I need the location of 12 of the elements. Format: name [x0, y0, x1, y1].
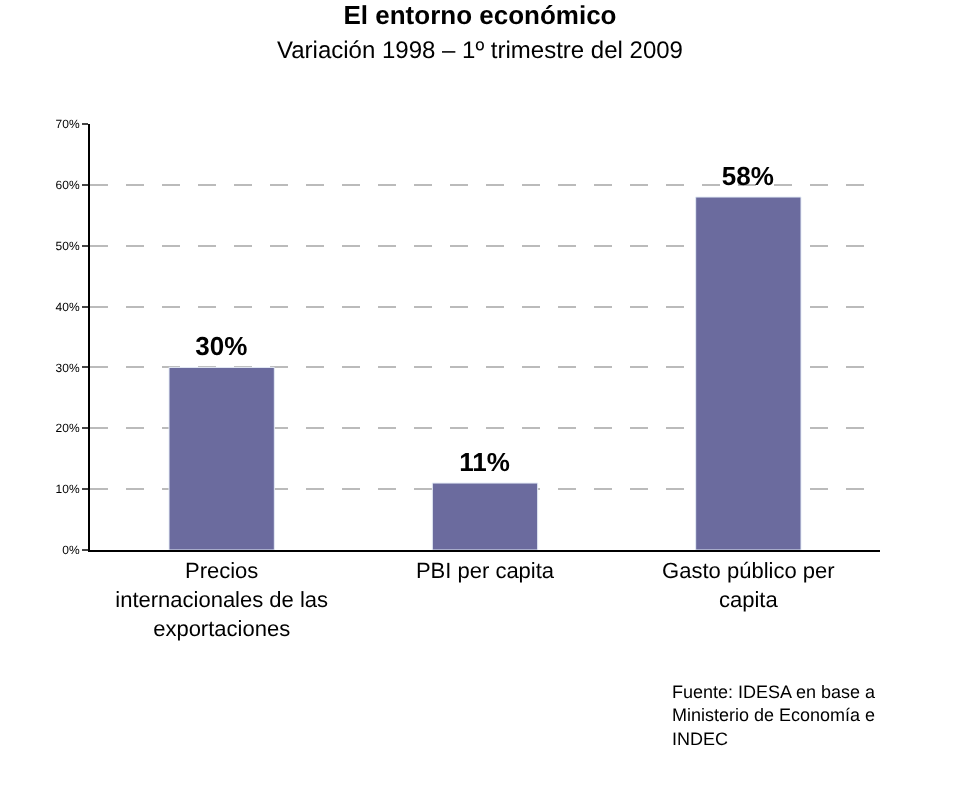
chart-subtitle: Variación 1998 – 1º trimestre del 2009 — [277, 35, 684, 64]
chart-title: El entorno económico — [343, 0, 617, 30]
data-label: 11% — [459, 447, 511, 478]
data-label: 30% — [195, 331, 249, 362]
x-tick-label: PBI per capita — [415, 560, 556, 585]
bar — [695, 196, 802, 550]
bar — [431, 482, 539, 550]
source-note: Fuente: IDESA en base a Ministerio de Economía e INDEC — [672, 682, 876, 749]
data-label: 58% — [721, 161, 775, 192]
x-tick-label: Precios internacionales de las exportaciones — [115, 560, 330, 642]
x-tick-label: Gasto público per capita — [662, 560, 836, 613]
bar — [168, 366, 275, 550]
